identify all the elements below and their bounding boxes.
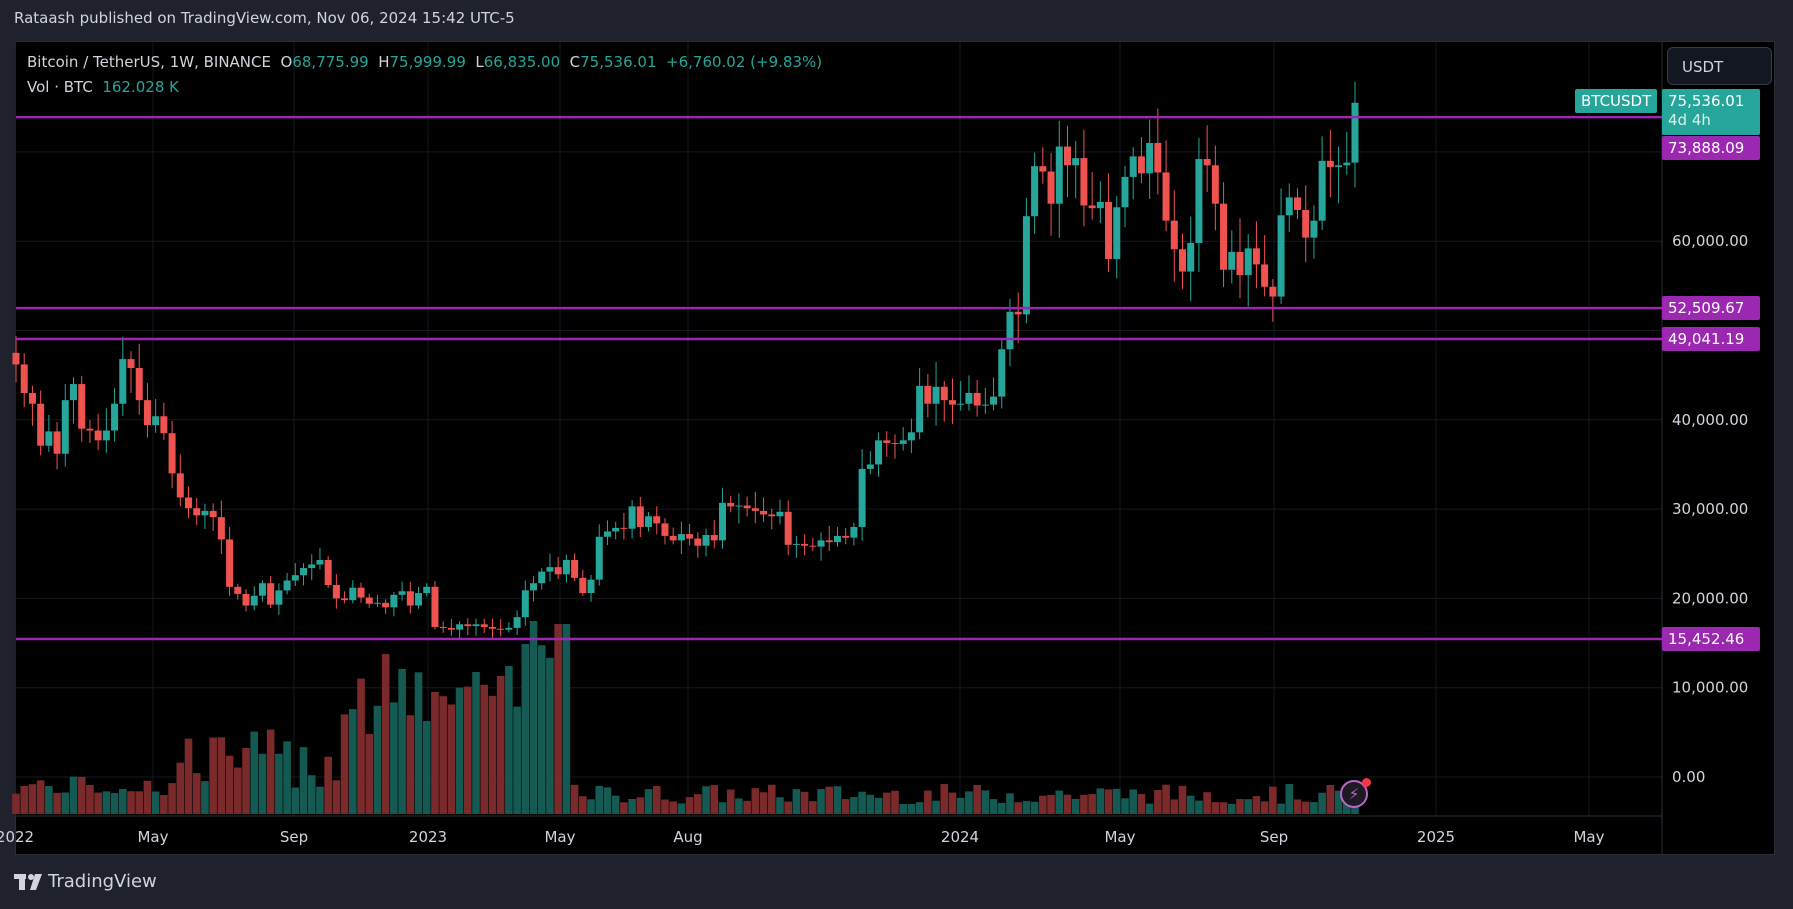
level-tag-49041: 49,041.19	[1662, 327, 1760, 351]
time-axis-label: 2024	[941, 828, 979, 846]
price-axis-label: 0.00	[1672, 768, 1705, 786]
time-axis-label: Sep	[280, 828, 308, 846]
tv-logo-icon	[14, 873, 42, 890]
time-axis-label: 2025	[1417, 828, 1455, 846]
time-axis-label: May	[1104, 828, 1135, 846]
change-value: +6,760.02 (+9.83%)	[666, 53, 823, 71]
level-tag-52509: 52,509.67	[1662, 296, 1760, 320]
price-axis-label: 40,000.00	[1672, 411, 1748, 429]
time-axis-label: May	[137, 828, 168, 846]
symbol-title[interactable]: Bitcoin / TetherUS, 1W, BINANCE	[27, 53, 271, 71]
tradingview-logo[interactable]: TradingView	[14, 871, 157, 892]
volume-bars	[12, 621, 1359, 814]
time-axis-label: 2022	[0, 828, 34, 846]
price-axis-label: 20,000.00	[1672, 589, 1748, 607]
time-axis-label: Aug	[673, 828, 702, 846]
volume-value: 162.028 K	[102, 78, 179, 96]
time-axis-label: May	[1573, 828, 1604, 846]
notification-dot	[1362, 778, 1371, 787]
price-axis-label: 10,000.00	[1672, 679, 1748, 697]
grid	[14, 42, 1662, 816]
level-tag-15452: 15,452.46	[1662, 627, 1760, 651]
symbol-legend: Bitcoin / TetherUS, 1W, BINANCE O68,775.…	[27, 53, 823, 71]
bar-countdown: 4d 4h	[1668, 111, 1711, 129]
volume-legend: Vol · BTC 162.028 K	[27, 78, 179, 96]
level-tag-73888: 73,888.09	[1662, 136, 1760, 160]
horizontal-levels[interactable]	[16, 115, 1662, 641]
price-axis-label: 60,000.00	[1672, 232, 1748, 250]
currency-button[interactable]: USDT	[1667, 47, 1772, 85]
time-axis-label: Sep	[1260, 828, 1288, 846]
low-value: 66,835.00	[483, 53, 561, 71]
time-axis-label: May	[544, 828, 575, 846]
time-axis-label: 2023	[409, 828, 447, 846]
candles	[12, 81, 1359, 639]
high-value: 75,999.99	[389, 53, 466, 71]
alert-lightning-icon[interactable]: ⚡	[1340, 778, 1371, 808]
symbol-price-tag: BTCUSDT	[1575, 89, 1658, 113]
volume-label[interactable]: Vol · BTC	[27, 78, 93, 96]
price-axis-label: 30,000.00	[1672, 500, 1748, 518]
last-price-tag: 75,536.01 4d 4h	[1662, 89, 1760, 135]
open-value: 68,775.99	[292, 53, 369, 71]
publish-info: Rataash published on TradingView.com, No…	[14, 9, 515, 27]
close-value: 75,536.01	[580, 53, 657, 71]
